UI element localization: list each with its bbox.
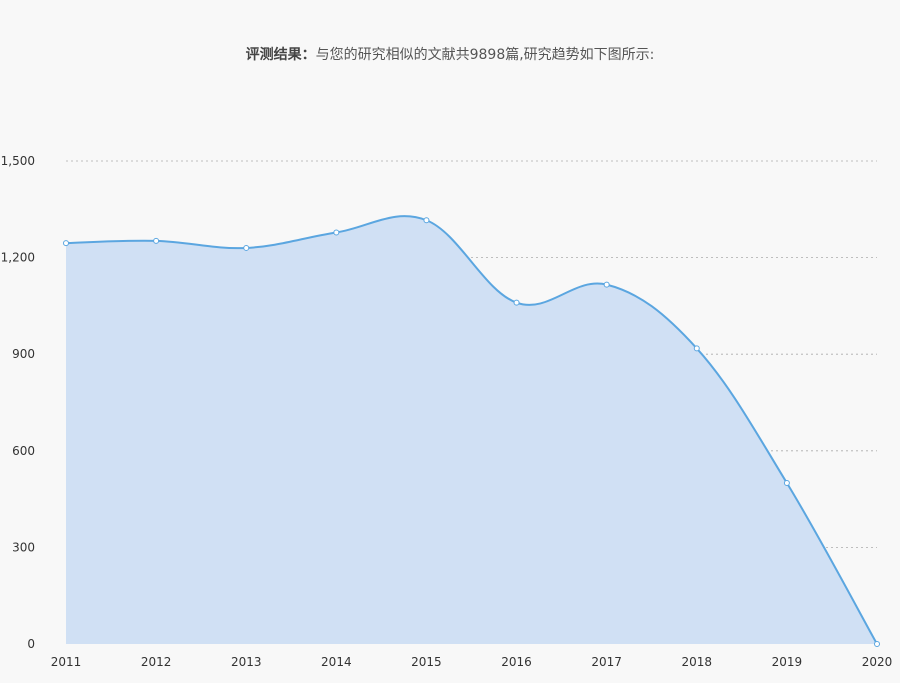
data-point[interactable] bbox=[874, 641, 880, 647]
area-layer bbox=[66, 216, 877, 644]
x-tick-label: 2019 bbox=[772, 655, 803, 669]
data-point[interactable] bbox=[783, 480, 790, 486]
chart-header: 评测结果：与您的研究相似的文献共9898篇,研究趋势如下图所示: bbox=[0, 44, 900, 64]
y-tick-label: 600 bbox=[12, 444, 35, 458]
data-point[interactable] bbox=[153, 237, 160, 244]
y-tick-label: 900 bbox=[12, 347, 35, 361]
y-tick-label: 1,500 bbox=[1, 154, 35, 168]
data-point[interactable] bbox=[333, 229, 340, 236]
x-tick-label: 2017 bbox=[591, 655, 622, 669]
data-point[interactable] bbox=[693, 345, 700, 352]
line-layer bbox=[65, 215, 878, 645]
data-point[interactable] bbox=[423, 217, 430, 224]
y-tick-label: 1,200 bbox=[1, 251, 35, 265]
data-point[interactable] bbox=[63, 240, 69, 247]
data-point[interactable] bbox=[243, 244, 250, 251]
x-tick-label: 2015 bbox=[411, 655, 442, 669]
x-tick-label: 2011 bbox=[51, 655, 82, 669]
x-tick-label: 2013 bbox=[231, 655, 262, 669]
result-text: 与您的研究相似的文献共9898篇,研究趋势如下图所示: bbox=[315, 47, 655, 63]
series-line bbox=[65, 215, 878, 645]
x-tick-label: 2012 bbox=[141, 655, 172, 669]
y-tick-label: 0 bbox=[27, 637, 35, 651]
marker-layer bbox=[63, 217, 880, 647]
y-tick-label: 300 bbox=[12, 540, 35, 554]
x-tick-label: 2016 bbox=[501, 655, 532, 669]
x-tick-label: 2014 bbox=[321, 655, 352, 669]
x-axis-ticks: 2011 2012 2013 2014 2015 2016 2017 2018 2019 2020 bbox=[51, 655, 893, 669]
result-label: 评测结果： bbox=[245, 47, 316, 63]
data-point[interactable] bbox=[513, 299, 520, 306]
x-tick-label: 2018 bbox=[682, 655, 713, 669]
series-area bbox=[66, 216, 877, 644]
data-point[interactable] bbox=[603, 281, 610, 288]
x-tick-label: 2020 bbox=[862, 655, 893, 669]
y-axis-ticks: 0 300 600 900 1,200 1,500 bbox=[1, 154, 35, 651]
